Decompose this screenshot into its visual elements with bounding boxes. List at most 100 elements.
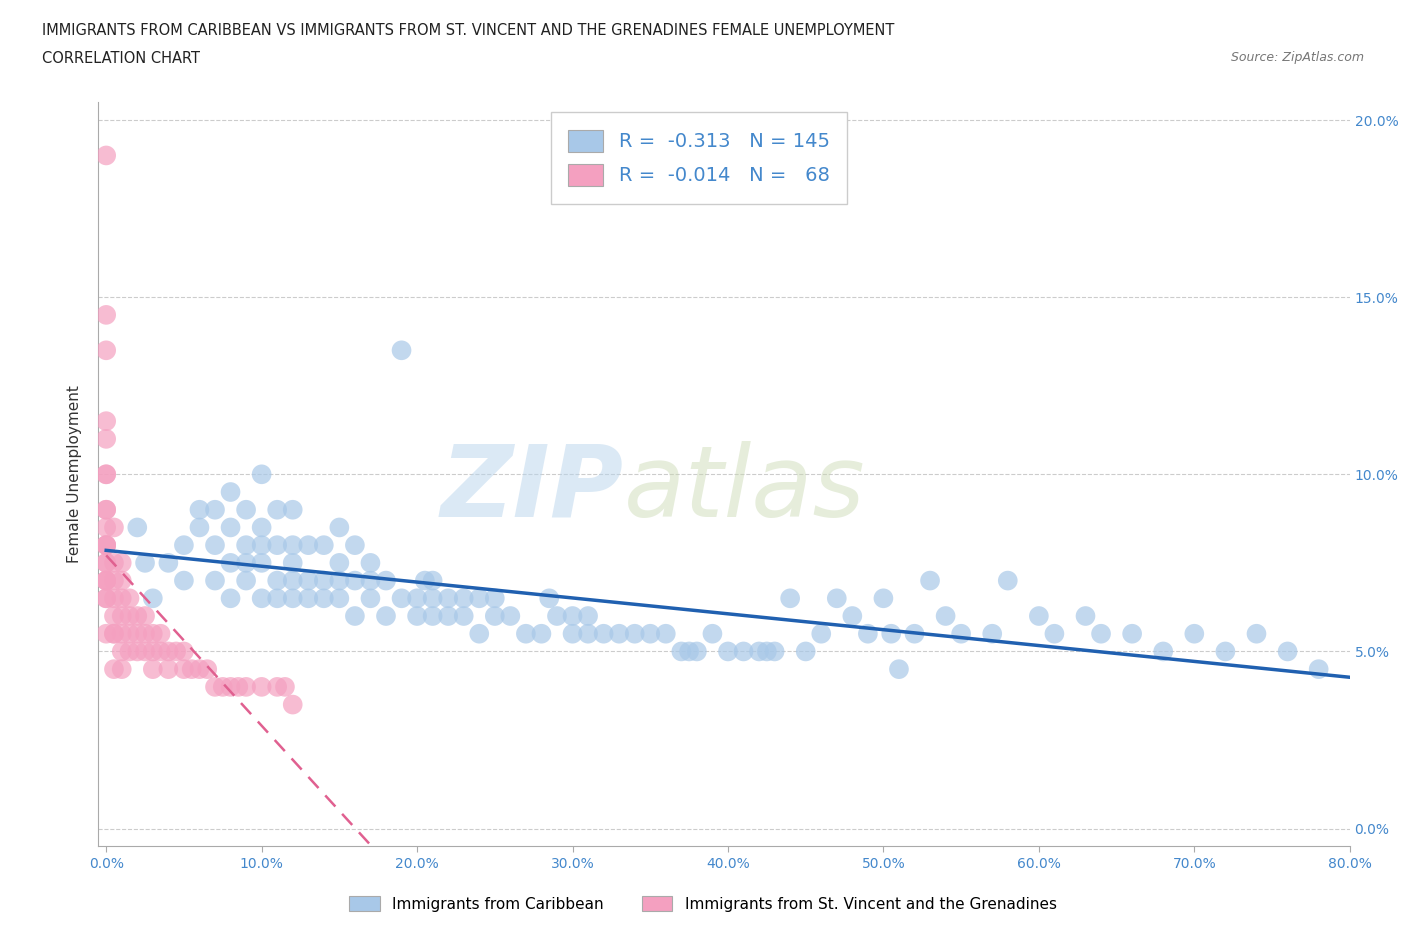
- Point: [717, 644, 740, 658]
- Point: [165, 644, 187, 658]
- Point: [204, 680, 226, 695]
- Point: [118, 626, 141, 641]
- Point: [219, 591, 242, 605]
- Point: [678, 644, 700, 658]
- Point: [422, 608, 444, 623]
- Point: [328, 591, 350, 605]
- Point: [96, 626, 118, 641]
- Point: [103, 626, 125, 641]
- Point: [173, 644, 195, 658]
- Point: [204, 538, 226, 552]
- Point: [96, 538, 118, 552]
- Point: [856, 626, 879, 641]
- Point: [219, 485, 242, 499]
- Point: [134, 626, 156, 641]
- Point: [638, 626, 661, 641]
- Point: [880, 626, 903, 641]
- Point: [755, 644, 778, 658]
- Point: [127, 644, 149, 658]
- Point: [1277, 644, 1299, 658]
- Point: [127, 608, 149, 623]
- Point: [103, 608, 125, 623]
- Text: Source: ZipAtlas.com: Source: ZipAtlas.com: [1230, 51, 1364, 64]
- Text: IMMIGRANTS FROM CARIBBEAN VS IMMIGRANTS FROM ST. VINCENT AND THE GRENADINES FEMA: IMMIGRANTS FROM CARIBBEAN VS IMMIGRANTS …: [42, 23, 894, 38]
- Point: [453, 608, 475, 623]
- Point: [103, 591, 125, 605]
- Point: [281, 502, 304, 517]
- Point: [1043, 626, 1066, 641]
- Point: [281, 573, 304, 588]
- Point: [328, 520, 350, 535]
- Legend: Immigrants from Caribbean, Immigrants from St. Vincent and the Grenadines: Immigrants from Caribbean, Immigrants fr…: [343, 889, 1063, 918]
- Point: [96, 555, 118, 570]
- Point: [103, 555, 125, 570]
- Point: [96, 308, 118, 323]
- Point: [297, 591, 319, 605]
- Point: [1121, 626, 1143, 641]
- Point: [103, 573, 125, 588]
- Point: [118, 644, 141, 658]
- Point: [96, 520, 118, 535]
- Point: [204, 502, 226, 517]
- Point: [96, 414, 118, 429]
- Point: [453, 591, 475, 605]
- Point: [235, 502, 257, 517]
- Point: [274, 680, 297, 695]
- Point: [266, 538, 288, 552]
- Point: [219, 555, 242, 570]
- Point: [96, 343, 118, 358]
- Point: [157, 644, 180, 658]
- Point: [484, 591, 506, 605]
- Point: [127, 520, 149, 535]
- Point: [250, 591, 273, 605]
- Point: [96, 591, 118, 605]
- Point: [111, 644, 134, 658]
- Point: [1028, 608, 1050, 623]
- Point: [546, 608, 568, 623]
- Point: [266, 573, 288, 588]
- Point: [266, 680, 288, 695]
- Point: [96, 538, 118, 552]
- Point: [328, 555, 350, 570]
- Point: [96, 555, 118, 570]
- Point: [111, 662, 134, 677]
- Point: [173, 538, 195, 552]
- Point: [794, 644, 817, 658]
- Point: [96, 573, 118, 588]
- Point: [157, 662, 180, 677]
- Point: [359, 555, 381, 570]
- Point: [134, 555, 156, 570]
- Point: [468, 591, 491, 605]
- Point: [981, 626, 1004, 641]
- Point: [96, 573, 118, 588]
- Point: [142, 626, 165, 641]
- Legend: R =  -0.313   N = 145, R =  -0.014   N =   68: R = -0.313 N = 145, R = -0.014 N = 68: [551, 112, 848, 204]
- Point: [204, 573, 226, 588]
- Point: [111, 608, 134, 623]
- Point: [118, 608, 141, 623]
- Point: [422, 573, 444, 588]
- Point: [157, 555, 180, 570]
- Point: [748, 644, 770, 658]
- Point: [1246, 626, 1268, 641]
- Point: [375, 573, 398, 588]
- Point: [111, 573, 134, 588]
- Point: [96, 502, 118, 517]
- Point: [343, 608, 366, 623]
- Point: [266, 502, 288, 517]
- Point: [1152, 644, 1174, 658]
- Point: [763, 644, 786, 658]
- Point: [1215, 644, 1237, 658]
- Point: [1182, 626, 1205, 641]
- Point: [328, 573, 350, 588]
- Point: [422, 591, 444, 605]
- Point: [195, 662, 218, 677]
- Point: [281, 591, 304, 605]
- Point: [134, 644, 156, 658]
- Point: [96, 538, 118, 552]
- Point: [250, 538, 273, 552]
- Point: [235, 680, 257, 695]
- Point: [188, 520, 211, 535]
- Point: [235, 573, 257, 588]
- Point: [671, 644, 693, 658]
